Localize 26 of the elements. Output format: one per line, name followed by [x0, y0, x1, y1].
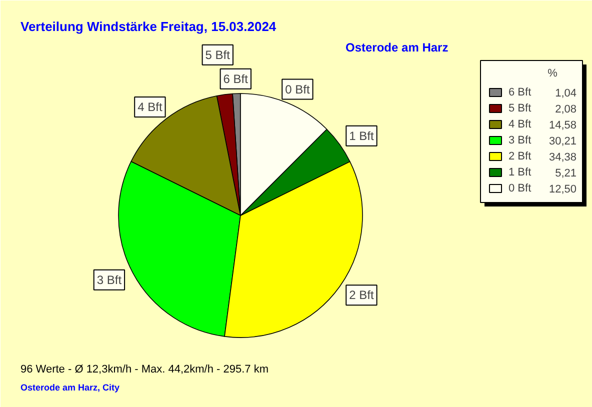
data-label: 34,38: [548, 152, 577, 164]
legend-label: 4 Bft: [508, 118, 532, 130]
legend-label: 1 Bft: [508, 166, 532, 178]
data-label: 12,50: [548, 184, 577, 196]
legend-title: %: [548, 68, 558, 80]
slice-label: 0 Bft: [285, 82, 310, 96]
data-label: 2,08: [555, 104, 577, 116]
data-label: 5,21: [555, 168, 577, 180]
slice-label: 2 Bft: [349, 288, 374, 302]
legend-label: 6 Bft: [508, 86, 532, 98]
slice-label: 5 Bft: [205, 48, 231, 62]
data-label: 1,04: [555, 88, 577, 100]
text: Osterode am Harz, City: [20, 382, 120, 392]
slice-label: 4 Bft: [138, 100, 163, 114]
chart-title: Verteilung Windstärke Freitag, 15.03.2024: [20, 19, 277, 34]
legend-label: 0 Bft: [508, 182, 532, 194]
slice-label: 3 Bft: [96, 272, 122, 287]
slice-label: 6 Bft: [223, 72, 249, 86]
data-label: 14,58: [548, 120, 577, 132]
legend-label: 5 Bft: [508, 102, 532, 114]
text: 96 Werte - Ø 12,3km/h - Max. 44,2km/h - 295.7 km: [20, 364, 268, 376]
legend-label: 3 Bft: [508, 134, 532, 146]
slice-label: 1 Bft: [349, 128, 374, 143]
legend-label: 2 Bft: [508, 150, 532, 162]
chart-subtitle: Osterode am Harz: [346, 40, 448, 54]
data-label: 30,21: [548, 136, 577, 148]
